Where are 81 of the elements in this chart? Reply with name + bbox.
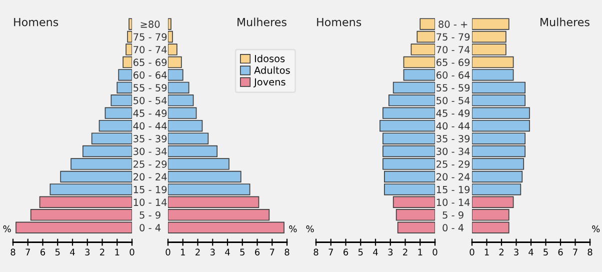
legend-label: Idosos <box>254 54 285 62</box>
x-tick-label: 1 <box>180 248 185 256</box>
x-tick-label: 4 <box>70 248 75 256</box>
y-tick-label: 50 - 54 <box>134 96 167 104</box>
y-tick-label: 25 - 29 <box>134 160 167 168</box>
y-tick-label: 65 - 69 <box>134 58 167 66</box>
y-tick-label: 40 - 44 <box>436 122 470 130</box>
x-tick-label: 3 <box>210 248 215 256</box>
y-tick-label: 75 - 79 <box>436 33 470 41</box>
x-tick-label: 7 <box>270 248 274 256</box>
chart-title: Mulheres <box>540 18 590 26</box>
y-tick-label: 45 - 49 <box>133 110 167 117</box>
legend-label: Adultos <box>254 66 290 74</box>
x-tick-label: 3 <box>85 248 90 256</box>
x-tick-label: 2 <box>100 248 104 256</box>
x-tick-label: 6 <box>344 248 348 256</box>
x-tick-label: 1 <box>115 248 120 256</box>
chart-title: Homens <box>317 18 362 26</box>
x-tick-label: 0 <box>166 248 170 256</box>
y-tick-label: 60 - 64 <box>436 71 470 79</box>
y-tick-label: 5 - 9 <box>140 211 160 219</box>
x-axis-title: % <box>306 225 314 232</box>
x-tick-label: 8 <box>10 248 16 256</box>
x-tick-label: 8 <box>284 248 290 256</box>
x-tick-label: 4 <box>225 248 230 256</box>
y-tick-label: 50 - 54 <box>436 96 470 104</box>
x-tick-label: 5 <box>240 248 244 256</box>
y-tick-label: 15 - 19 <box>436 186 470 194</box>
legend-label: Jovens <box>254 78 286 88</box>
y-tick-label: 30 - 34 <box>436 148 470 156</box>
y-tick-label: 55 - 59 <box>134 84 167 92</box>
y-tick-label: 75 - 79 <box>134 33 167 41</box>
x-tick-label: 4 <box>373 248 378 256</box>
x-tick-label: 0 <box>470 248 474 256</box>
x-axis-title: % <box>592 225 600 232</box>
x-tick-label: 5 <box>55 248 60 256</box>
x-tick-label: 8 <box>588 248 592 256</box>
y-tick-label: 70 - 74 <box>436 46 470 54</box>
x-tick-label: 8 <box>314 248 318 256</box>
y-tick-label: 20 - 24 <box>436 173 470 181</box>
x-tick-label: 3 <box>388 248 393 256</box>
x-tick-label: 1 <box>484 248 489 256</box>
x-tick-label: 6 <box>558 248 563 256</box>
x-tick-label: 6 <box>255 248 260 256</box>
x-tick-label: 3 <box>514 248 518 256</box>
y-tick-label: ≥80 <box>140 20 160 28</box>
chart-title: Mulheres <box>238 18 286 26</box>
y-tick-label: 30 - 34 <box>134 148 167 156</box>
y-tick-label: 55 - 59 <box>436 84 470 92</box>
x-tick-label: 7 <box>26 248 30 256</box>
y-tick-label: 80 - + <box>438 20 468 28</box>
y-tick-label: 65 - 69 <box>436 58 470 66</box>
x-tick-label: 0 <box>432 248 438 256</box>
chart-title: Homens <box>14 18 58 26</box>
x-tick-label: 2 <box>499 248 504 256</box>
x-tick-label: 4 <box>528 248 534 256</box>
y-tick-label: 20 - 24 <box>134 173 167 181</box>
x-axis-title: % <box>289 225 297 232</box>
y-tick-label: 10 - 14 <box>436 198 470 206</box>
y-tick-label: 70 - 74 <box>134 46 167 54</box>
y-tick-label: 5 - 9 <box>442 211 464 219</box>
x-tick-label: 1 <box>418 248 422 256</box>
y-tick-label: 40 - 44 <box>133 122 167 130</box>
x-axis-title: % <box>3 225 11 232</box>
y-tick-label: 35 - 39 <box>134 135 167 142</box>
x-tick-label: 7 <box>573 248 578 256</box>
x-tick-label: 2 <box>403 248 408 256</box>
y-tick-label: 10 - 14 <box>134 198 167 206</box>
y-tick-label: 35 - 39 <box>436 135 470 142</box>
x-tick-label: 2 <box>196 248 200 256</box>
x-tick-label: 5 <box>358 248 363 256</box>
y-tick-label: 60 - 64 <box>134 71 167 79</box>
x-tick-label: 7 <box>328 248 333 256</box>
y-tick-label: 45 - 49 <box>436 110 470 117</box>
y-tick-label: 25 - 29 <box>436 160 470 168</box>
y-tick-label: 15 - 19 <box>134 186 167 194</box>
x-tick-label: 0 <box>130 248 134 256</box>
x-tick-label: 6 <box>40 248 46 256</box>
x-tick-label: 5 <box>544 248 548 256</box>
y-tick-label: 0 - 4 <box>140 224 161 232</box>
y-tick-label: 0 - 4 <box>442 224 464 232</box>
